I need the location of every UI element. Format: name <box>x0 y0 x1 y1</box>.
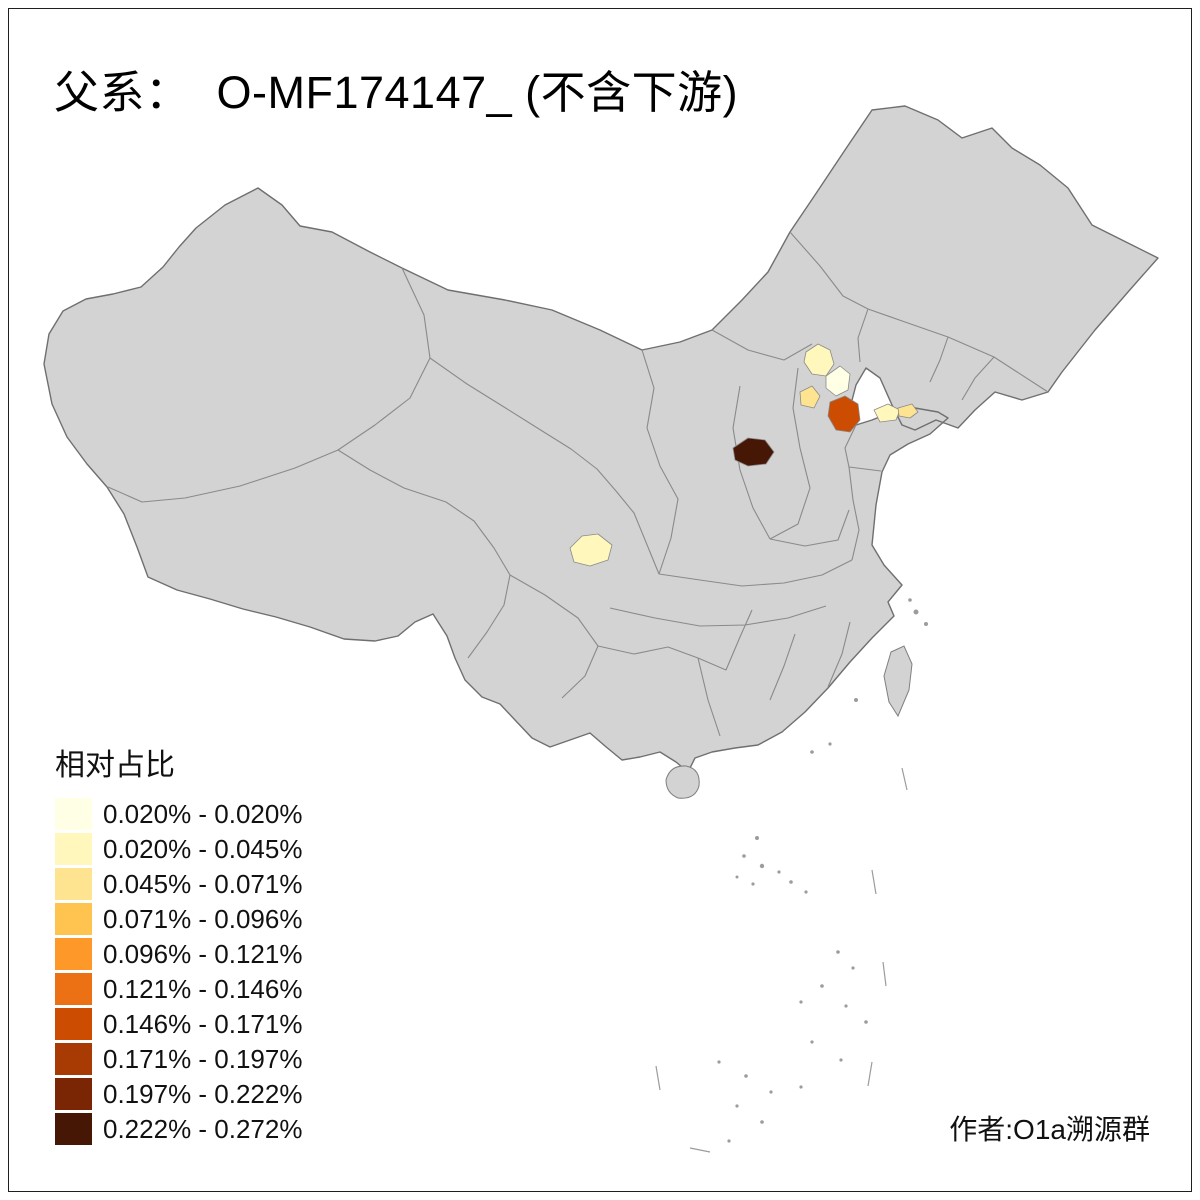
china-mainland-shape <box>43 105 1159 773</box>
legend-label: 0.020% - 0.020% <box>103 798 303 829</box>
south-china-sea-islands <box>655 767 908 1153</box>
hainan-island <box>665 765 700 799</box>
legend-swatch <box>55 1008 92 1040</box>
legend-swatch <box>55 1078 92 1110</box>
province-borders <box>107 231 1049 737</box>
choropleth-region-5 <box>732 437 775 467</box>
legend-label: 0.222% - 0.272% <box>103 1113 303 1144</box>
figure-title: 父系： O-MF174147_ (不含下游) <box>54 67 739 118</box>
legend-swatch <box>55 868 92 900</box>
choropleth-region-4 <box>827 395 861 433</box>
legend-label: 0.197% - 0.222% <box>103 1078 303 1109</box>
legend-item: 0.020% - 0.045% <box>55 833 302 865</box>
legend: 相对占比 0.020% - 0.020% 0.020% - 0.045% 0.0… <box>55 740 302 1148</box>
legend-swatch <box>55 938 92 970</box>
legend-label: 0.096% - 0.121% <box>103 938 303 969</box>
legend-item: 0.222% - 0.272% <box>55 1113 302 1145</box>
legend-item: 0.071% - 0.096% <box>55 903 302 935</box>
legend-label: 0.020% - 0.045% <box>103 833 303 864</box>
attribution: 作者:O1a溯源群 <box>949 1114 1150 1145</box>
legend-item: 0.146% - 0.171% <box>55 1008 302 1040</box>
legend-title: 相对占比 <box>55 749 175 782</box>
legend-swatch <box>55 798 92 830</box>
legend-item: 0.045% - 0.071% <box>55 868 302 900</box>
choropleth-region-2 <box>825 365 851 397</box>
choropleth-region-1 <box>803 343 835 377</box>
choropleth-region-3 <box>799 385 821 409</box>
legend-label: 0.071% - 0.096% <box>103 903 303 934</box>
legend-label: 0.146% - 0.171% <box>103 1008 303 1039</box>
choropleth-region-6 <box>873 403 901 423</box>
legend-swatch <box>55 973 92 1005</box>
legend-item: 0.096% - 0.121% <box>55 938 302 970</box>
legend-swatch <box>55 833 92 865</box>
legend-item: 0.197% - 0.222% <box>55 1078 302 1110</box>
choropleth-region-8 <box>569 533 613 567</box>
legend-label: 0.045% - 0.071% <box>103 868 303 899</box>
sea-boundary-dashes <box>655 767 908 1153</box>
coastal-islands <box>810 598 928 754</box>
legend-swatch <box>55 1043 92 1075</box>
taiwan-island <box>883 645 913 718</box>
legend-label: 0.121% - 0.146% <box>103 973 303 1004</box>
legend-item: 0.171% - 0.197% <box>55 1043 302 1075</box>
legend-label: 0.171% - 0.197% <box>103 1043 303 1074</box>
legend-swatch <box>55 903 92 935</box>
legend-item: 0.020% - 0.020% <box>55 798 302 830</box>
legend-item: 0.121% - 0.146% <box>55 973 302 1005</box>
highlighted-regions <box>569 343 919 567</box>
choropleth-region-7 <box>897 403 919 419</box>
legend-swatch <box>55 1113 92 1145</box>
